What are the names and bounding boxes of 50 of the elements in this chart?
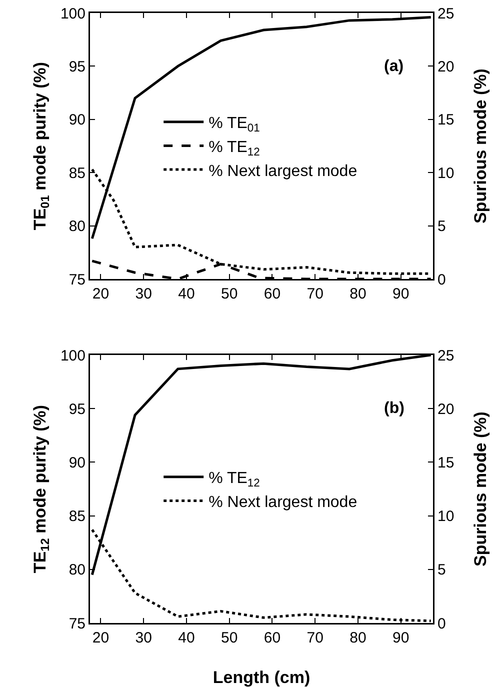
y-tick-label: 75 — [68, 615, 86, 632]
legend-label: % Next largest mode — [208, 162, 358, 180]
x-tick-label: 30 — [135, 630, 152, 646]
x-tick-label: 50 — [220, 630, 238, 646]
y2-tick-label: 20 — [438, 400, 454, 418]
y-tick-label: 90 — [68, 112, 86, 129]
y-tick-label: 80 — [68, 218, 86, 236]
y2-tick-label: 5 — [438, 218, 446, 236]
y-tick-label: 95 — [68, 400, 86, 418]
legend-label: % TE$_{12}$ — [208, 470, 260, 490]
y-tick-label: 100 — [60, 347, 86, 364]
y-tick-label: 85 — [68, 164, 86, 182]
x-tick-label: 30 — [135, 286, 152, 302]
y2-tick-label: 10 — [438, 164, 454, 182]
x-tick-label: 60 — [264, 286, 281, 302]
y-tick-label: 75 — [68, 271, 86, 288]
x-tick-label: 90 — [392, 630, 410, 646]
y2-tick-label: 20 — [438, 58, 454, 76]
x-tick-label: 70 — [306, 630, 324, 646]
x-tick-label: 40 — [178, 286, 195, 302]
legend-label: % TE$_{12}$ — [208, 138, 260, 158]
y2-tick-label: 0 — [438, 271, 446, 288]
legend-label: % TE$_{01}$ — [208, 115, 260, 134]
x-tick-label: 70 — [306, 286, 324, 302]
x-tick-label: 40 — [178, 630, 195, 646]
x-axis-title: Length (cm) — [212, 668, 310, 687]
y2-tick-label: 25 — [438, 5, 454, 22]
annotation: (a) — [384, 58, 404, 75]
annotation: (b) — [384, 400, 404, 417]
x-tick-label: 90 — [392, 286, 410, 302]
y2-axis-title: Spurious mode (%) — [471, 412, 490, 566]
y2-tick-label: 15 — [438, 112, 454, 129]
y2-tick-label: 5 — [438, 562, 446, 579]
x-tick-label: 80 — [350, 630, 366, 646]
y-tick-label: 100 — [60, 5, 86, 22]
y2-tick-label: 0 — [438, 615, 446, 632]
y2-tick-label: 25 — [438, 347, 454, 364]
y2-tick-label: 10 — [438, 508, 454, 526]
y-tick-label: 95 — [68, 58, 86, 76]
x-tick-label: 50 — [220, 286, 238, 302]
legend-label: % Next largest mode — [208, 494, 358, 511]
x-tick-label: 20 — [92, 286, 110, 302]
y-tick-label: 85 — [68, 508, 86, 526]
x-tick-label: 80 — [350, 286, 366, 302]
y2-axis-title: Spurious mode (%) — [471, 68, 490, 224]
y-tick-label: 80 — [68, 562, 86, 579]
y2-tick-label: 15 — [438, 454, 454, 472]
y-tick-label: 90 — [68, 454, 86, 472]
x-tick-label: 60 — [264, 630, 281, 646]
x-tick-label: 20 — [92, 630, 110, 646]
